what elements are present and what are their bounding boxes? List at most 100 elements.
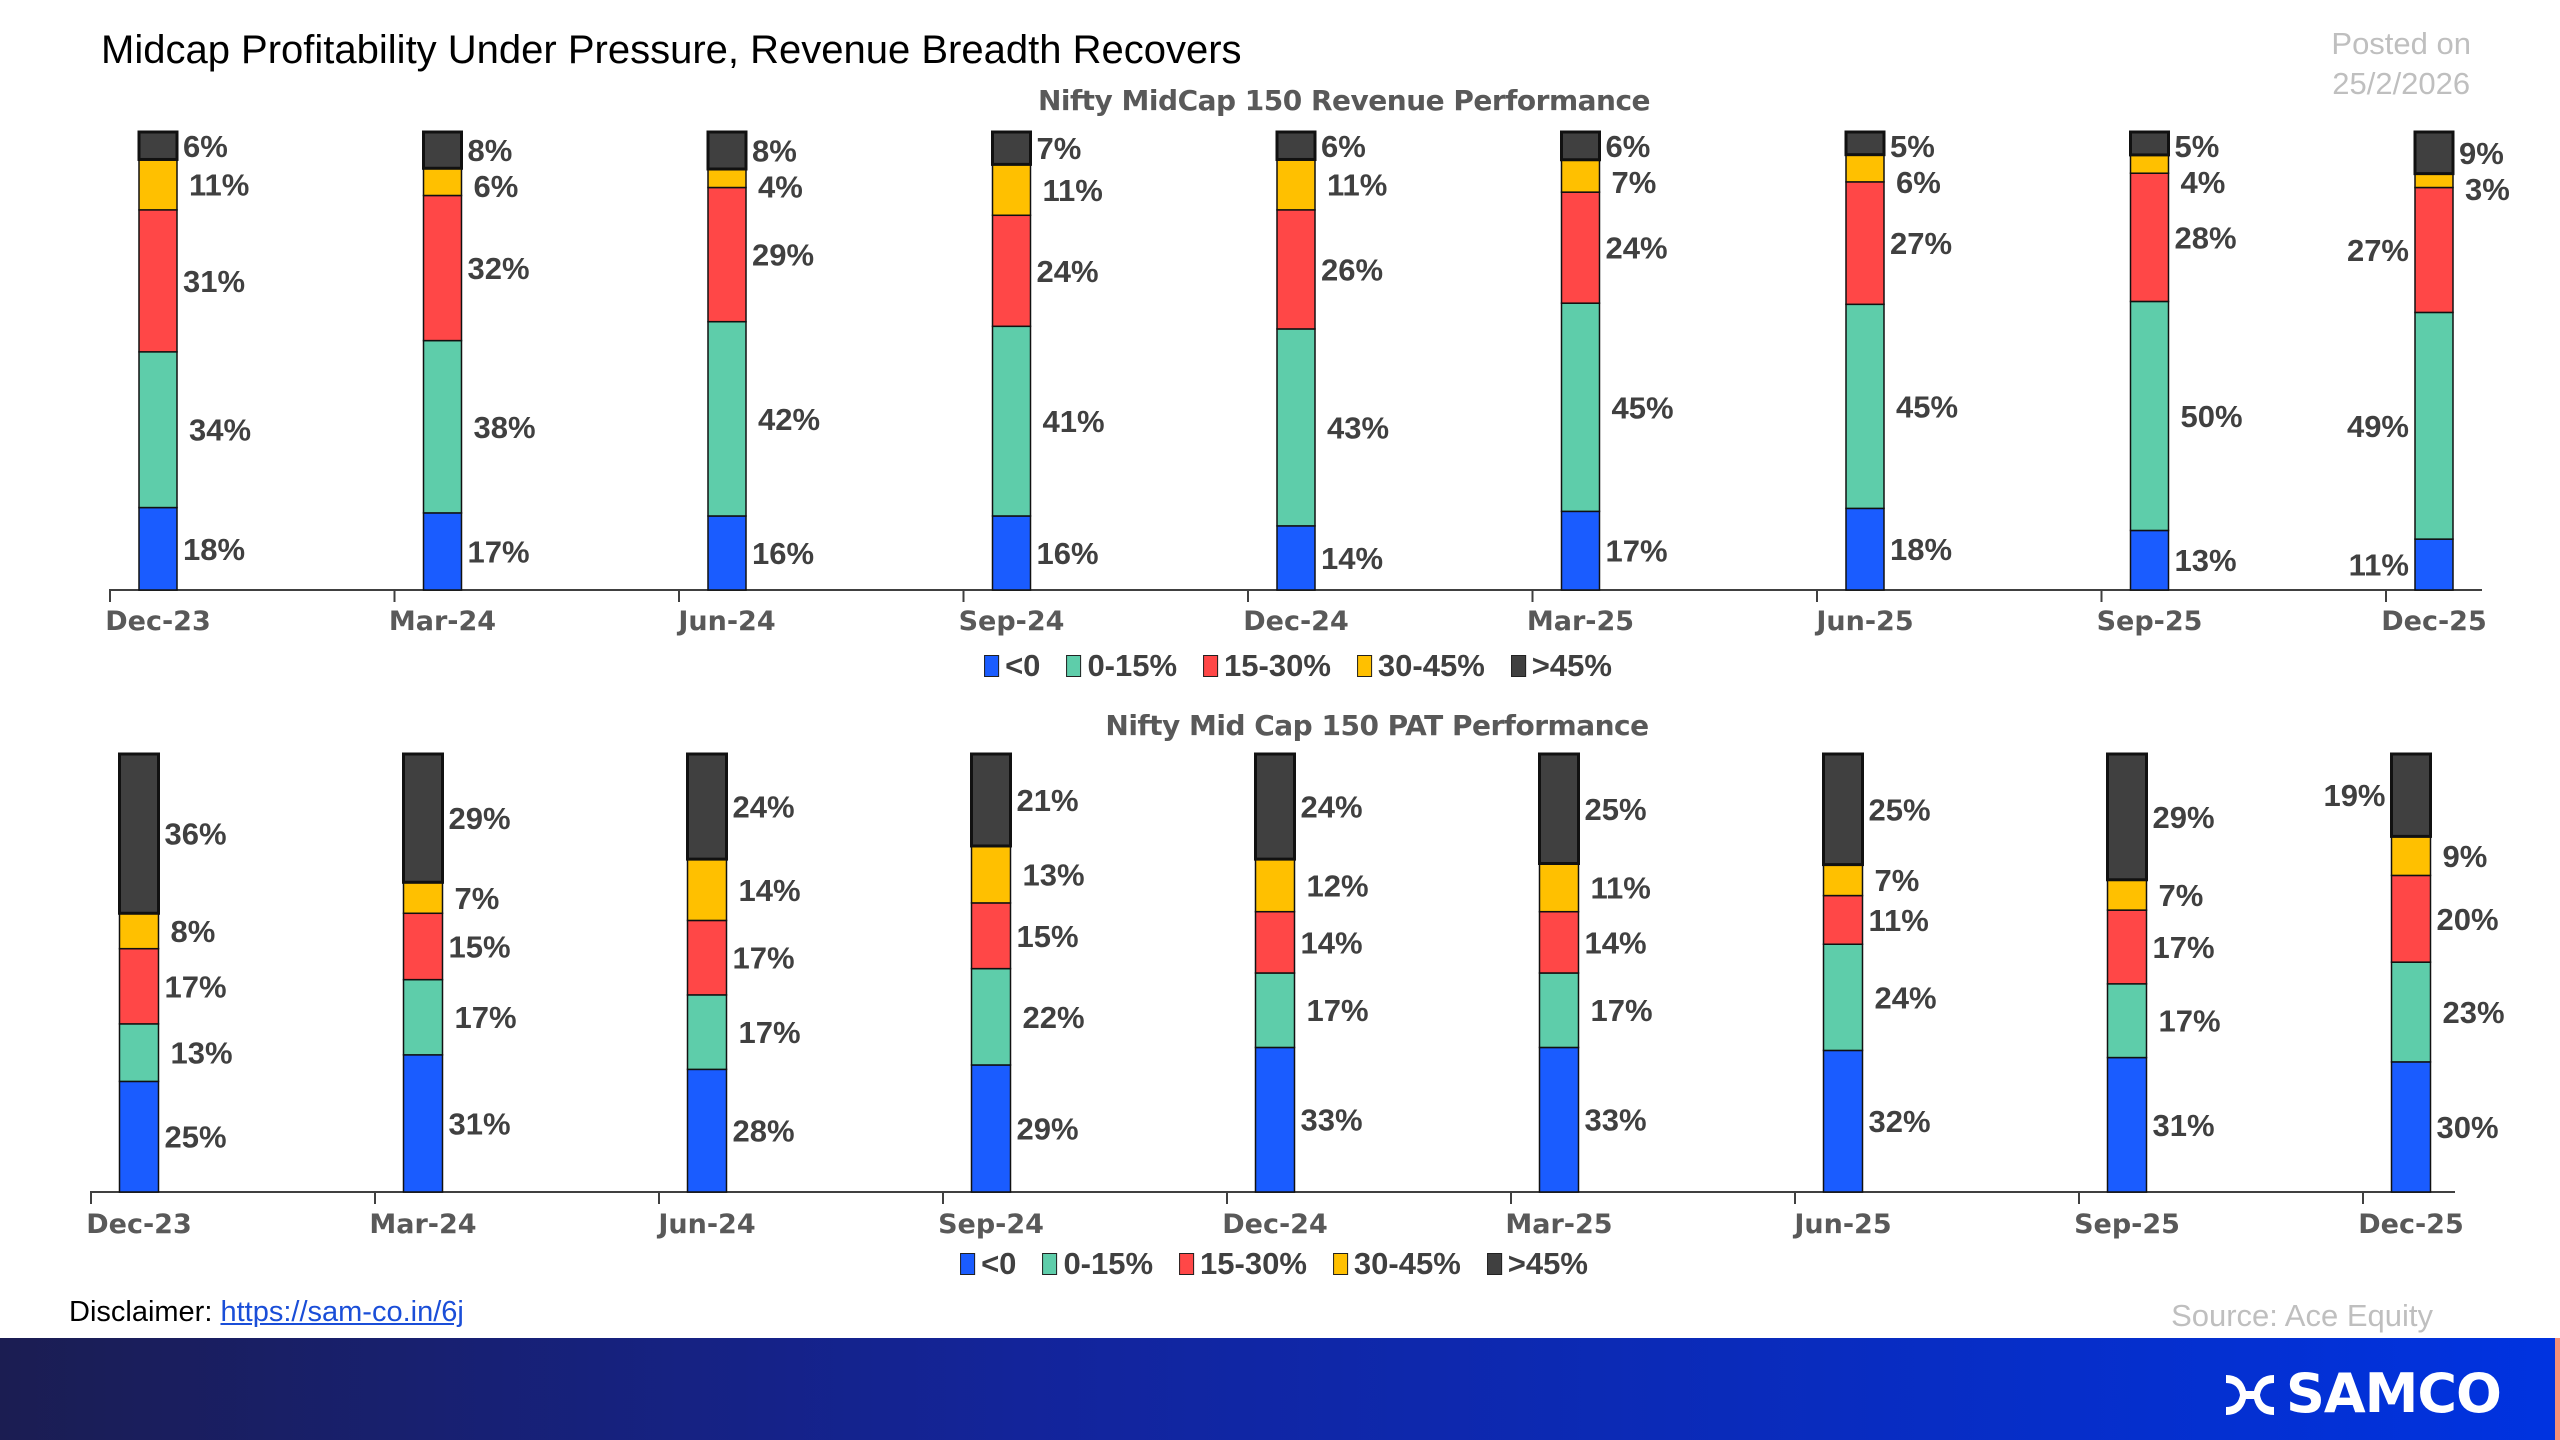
data-label: 24%: [1037, 254, 1099, 289]
data-label: 31%: [183, 264, 245, 299]
disclaimer-label: Disclaimer:: [69, 1296, 221, 1328]
bar-segment: [1538, 910, 1580, 974]
disclaimer-link[interactable]: https://sam-co.in/6j: [220, 1296, 464, 1328]
bar-segment: [2129, 154, 2170, 174]
bar-segment: [422, 339, 463, 514]
bar-segment: [1276, 328, 1316, 527]
data-label: 26%: [1321, 252, 1383, 287]
bar-segment: [686, 858, 728, 922]
bar-segment: [1254, 972, 1296, 1049]
posted-on: Posted on 25/2/2026: [2331, 24, 2471, 105]
bar-segment: [1538, 1046, 1580, 1193]
legend-label: <0: [981, 1246, 1017, 1281]
data-label: 6%: [474, 169, 519, 204]
footer-band: [0, 1338, 2555, 1440]
data-label: 49%: [2347, 409, 2409, 444]
legend-swatch: [960, 1253, 976, 1275]
legend-swatch: [1510, 655, 1526, 677]
legend-swatch: [1203, 655, 1219, 677]
legend-item: >45%: [1486, 1246, 1588, 1282]
bar-segment: [1275, 130, 1317, 161]
data-label: 17%: [1307, 993, 1369, 1028]
bar-segment: [138, 209, 178, 353]
data-label: 17%: [2153, 930, 2215, 965]
legend-item: 15-30%: [1203, 648, 1331, 684]
revenue-legend: <0 0-15% 15-30% 30-45% >45%: [984, 648, 1612, 684]
x-tick-label: Dec-25: [2381, 606, 2487, 637]
data-label: 17%: [1591, 993, 1653, 1028]
legend-label: <0: [1005, 648, 1041, 683]
bar-segment: [991, 130, 1032, 166]
bar-segment: [1845, 303, 1885, 510]
data-label: 11%: [189, 168, 249, 203]
x-tick-label: Mar-25: [1505, 1209, 1612, 1240]
page-title: Midcap Profitability Under Pressure, Rev…: [101, 28, 1242, 72]
data-label: 41%: [1043, 404, 1105, 439]
bar-segment: [138, 506, 178, 591]
data-label: 9%: [2459, 136, 2504, 171]
legend-item: <0: [960, 1246, 1016, 1282]
bar-segment: [422, 130, 463, 170]
data-label: 14%: [1585, 925, 1647, 960]
bar-segment: [118, 1080, 160, 1193]
pat-chart-title: Nifty Mid Cap 150 PAT Performance: [1105, 709, 1649, 742]
x-tick-label: Sep-25: [2074, 1209, 2180, 1240]
data-label: 7%: [455, 881, 500, 916]
data-label: 6%: [183, 129, 228, 164]
bar-segment: [2129, 300, 2170, 532]
bar-segment: [1276, 525, 1316, 591]
bar-segment: [1560, 510, 1601, 591]
data-label: 24%: [1606, 231, 1668, 266]
bar-segment: [118, 947, 160, 1025]
bar-segment: [1254, 858, 1296, 913]
data-label: 38%: [474, 410, 536, 445]
bar-segment: [1254, 752, 1296, 861]
data-label: 17%: [739, 1015, 801, 1050]
data-label: 11%: [1591, 871, 1651, 906]
bar-segment: [1254, 910, 1296, 974]
bar-segment: [2390, 961, 2432, 1063]
data-label: 14%: [1321, 541, 1383, 576]
bar-segment: [402, 912, 444, 981]
data-label: 13%: [171, 1036, 233, 1071]
bar-segment: [138, 351, 178, 509]
bar-segment: [118, 1023, 160, 1083]
data-label: 34%: [189, 413, 251, 448]
bar-segment: [2129, 130, 2170, 157]
x-tick-label: Dec-23: [86, 1209, 192, 1240]
data-label: 24%: [733, 790, 795, 825]
data-label: 21%: [1017, 783, 1079, 818]
disclaimer: Disclaimer: https://sam-co.in/6j: [69, 1296, 464, 1329]
data-label: 16%: [1037, 536, 1099, 571]
bar-segment: [1560, 130, 1601, 162]
bar-segment: [686, 994, 728, 1071]
x-tick-label: Dec-23: [105, 606, 211, 637]
data-label: 11%: [1869, 903, 1929, 938]
bar-segment: [1538, 862, 1580, 913]
bar-segment: [1845, 153, 1885, 183]
data-label: 43%: [1327, 410, 1389, 445]
bar-segment: [402, 881, 444, 915]
data-label: 33%: [1301, 1103, 1363, 1138]
legend-item: <0: [984, 648, 1040, 684]
bar-segment: [402, 978, 444, 1056]
data-label: 36%: [165, 817, 227, 852]
bar-segment: [2414, 172, 2454, 189]
data-label: 17%: [733, 941, 795, 976]
legend-swatch: [1356, 655, 1372, 677]
bar-segment: [991, 163, 1032, 217]
bar-segment: [2390, 874, 2432, 963]
data-label: 5%: [2175, 129, 2220, 164]
legend-label: 0-15%: [1063, 1246, 1154, 1281]
data-label: 11%: [1327, 168, 1387, 203]
data-label: 7%: [1875, 863, 1920, 898]
data-label: 29%: [449, 801, 511, 836]
bar-segment: [991, 214, 1032, 328]
data-label: 31%: [2153, 1108, 2215, 1143]
samco-swirl-icon: [2226, 1374, 2274, 1415]
bar-segment: [2390, 1061, 2432, 1193]
data-label: 8%: [468, 133, 513, 168]
data-label: 4%: [758, 170, 803, 205]
data-label: 11%: [2349, 548, 2409, 583]
